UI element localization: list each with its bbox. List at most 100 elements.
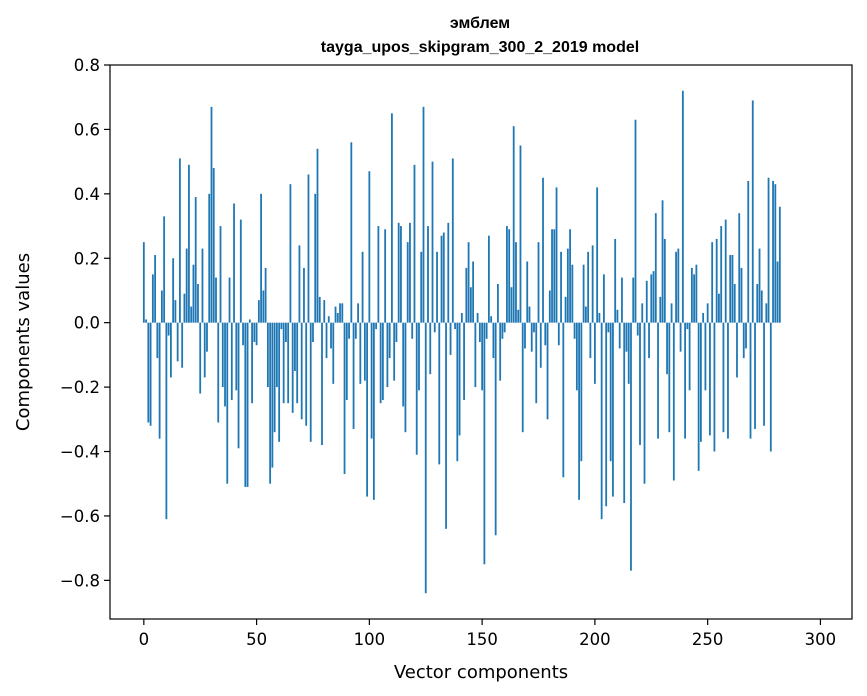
bar bbox=[199, 322, 202, 394]
bar bbox=[332, 322, 335, 384]
bar bbox=[607, 322, 610, 333]
bar bbox=[733, 284, 736, 323]
bar bbox=[727, 322, 729, 439]
y-tick-label: −0.8 bbox=[60, 571, 100, 590]
bar bbox=[253, 322, 256, 342]
bar bbox=[460, 313, 463, 323]
bar bbox=[600, 322, 603, 520]
bar bbox=[763, 322, 765, 426]
bar bbox=[591, 245, 594, 323]
bar bbox=[490, 316, 493, 323]
bar bbox=[551, 229, 553, 323]
bar bbox=[149, 322, 152, 426]
bar bbox=[208, 193, 211, 323]
bar bbox=[289, 184, 292, 323]
bar bbox=[248, 319, 251, 323]
bar bbox=[429, 322, 432, 375]
bar bbox=[675, 251, 677, 323]
bar bbox=[659, 296, 662, 323]
bar bbox=[400, 226, 402, 323]
bar bbox=[474, 322, 477, 388]
bar bbox=[327, 316, 330, 323]
bar bbox=[318, 296, 321, 323]
bar bbox=[451, 158, 454, 323]
bar bbox=[330, 322, 332, 349]
bar bbox=[535, 322, 538, 404]
bar bbox=[436, 251, 438, 323]
x-tick-label: 300 bbox=[805, 630, 837, 649]
bar bbox=[165, 322, 168, 520]
bar bbox=[224, 322, 226, 407]
x-axis-ticks: 0 50 100 150 200 250 300 bbox=[139, 619, 837, 649]
bar bbox=[368, 171, 371, 323]
bar bbox=[560, 251, 562, 323]
bar bbox=[341, 303, 344, 323]
x-axis-label: Vector components bbox=[394, 662, 568, 683]
bar bbox=[219, 226, 222, 323]
y-tick-label: 0.0 bbox=[74, 314, 100, 333]
bar bbox=[749, 322, 752, 439]
bar bbox=[321, 322, 323, 446]
bar bbox=[348, 322, 350, 339]
bar bbox=[632, 277, 635, 323]
bar bbox=[418, 322, 420, 391]
bar bbox=[179, 158, 181, 323]
bar bbox=[393, 322, 396, 381]
bar bbox=[314, 193, 317, 323]
bar bbox=[363, 322, 366, 381]
bar bbox=[497, 284, 499, 323]
bar bbox=[264, 267, 267, 323]
bar bbox=[262, 290, 265, 323]
bar bbox=[384, 229, 387, 323]
bar bbox=[221, 322, 224, 388]
bar bbox=[616, 309, 619, 323]
bar bbox=[397, 222, 400, 323]
bar bbox=[260, 193, 262, 323]
bar bbox=[609, 322, 612, 462]
bar bbox=[688, 322, 691, 391]
bar bbox=[654, 213, 657, 323]
bar bbox=[282, 322, 285, 404]
bar bbox=[614, 238, 617, 323]
bar bbox=[492, 322, 495, 359]
bar bbox=[767, 177, 770, 323]
bar bbox=[285, 322, 287, 342]
bar bbox=[197, 284, 199, 323]
bar bbox=[266, 322, 269, 388]
x-tick-label: 250 bbox=[692, 630, 724, 649]
bar bbox=[377, 226, 380, 323]
bar bbox=[467, 242, 470, 323]
bar bbox=[160, 290, 163, 323]
bar bbox=[427, 226, 429, 323]
bar bbox=[769, 322, 772, 452]
bar bbox=[537, 242, 540, 323]
bar bbox=[544, 322, 547, 346]
bar bbox=[564, 296, 567, 323]
bar bbox=[643, 322, 646, 484]
bar bbox=[729, 255, 732, 323]
bar bbox=[709, 322, 711, 436]
bar bbox=[271, 322, 274, 468]
bar bbox=[456, 322, 459, 462]
bar bbox=[307, 174, 310, 323]
bar bbox=[188, 164, 190, 323]
bar bbox=[679, 322, 682, 352]
bar bbox=[185, 248, 188, 323]
bar bbox=[420, 251, 423, 323]
bar bbox=[668, 322, 671, 433]
bar bbox=[661, 200, 664, 323]
bar bbox=[296, 322, 299, 404]
bar bbox=[246, 322, 249, 487]
bar bbox=[754, 322, 756, 429]
bar bbox=[239, 219, 242, 323]
bar bbox=[442, 232, 445, 323]
bar bbox=[145, 319, 147, 323]
bar bbox=[228, 277, 231, 323]
bar bbox=[458, 322, 461, 436]
y-tick-label: −0.2 bbox=[60, 378, 100, 397]
bar bbox=[634, 119, 637, 323]
bar bbox=[765, 303, 768, 323]
bar bbox=[357, 303, 359, 323]
bar bbox=[501, 322, 504, 339]
bar bbox=[406, 242, 409, 323]
